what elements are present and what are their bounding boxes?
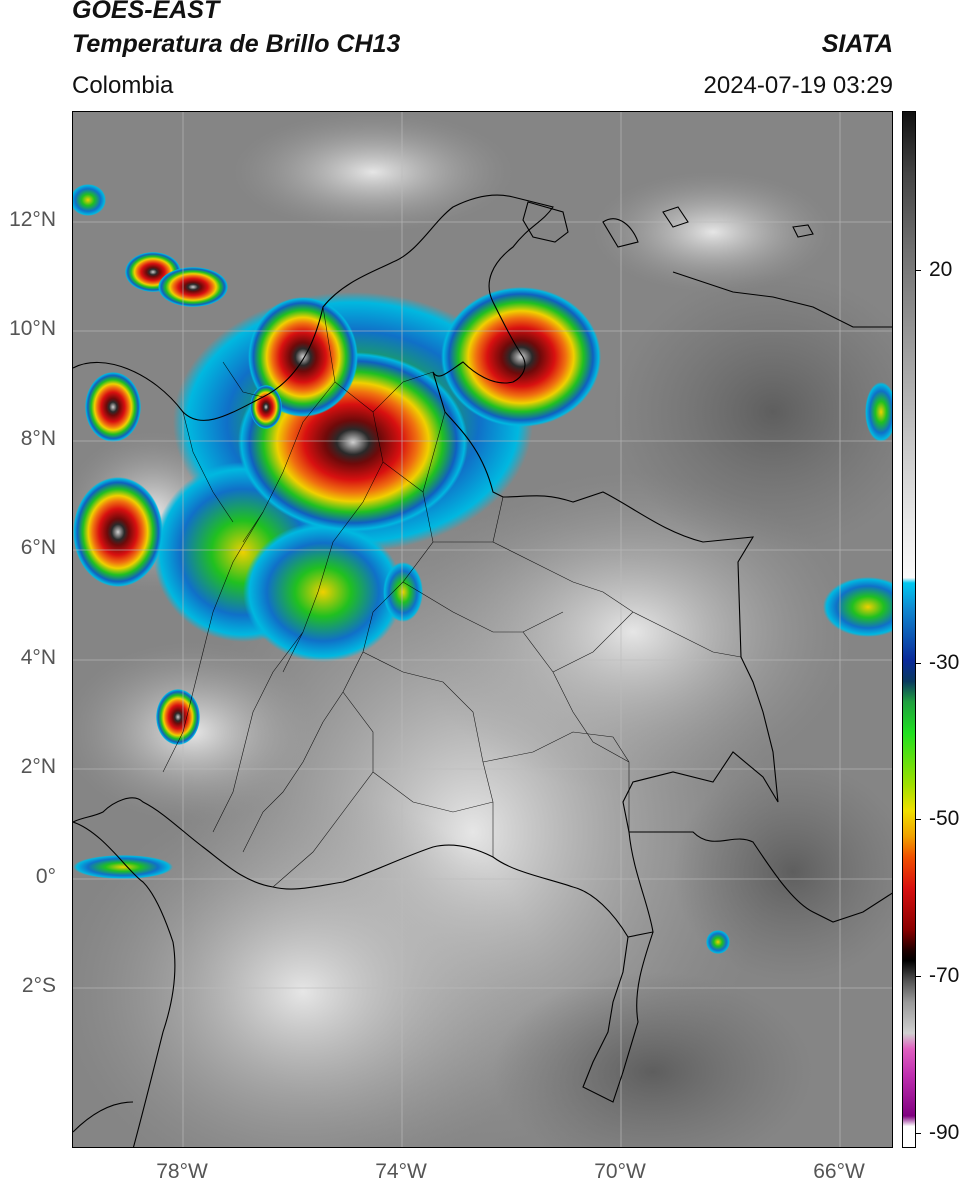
cold-cloud-area — [73, 792, 543, 1147]
warm-cloud-area — [613, 272, 892, 552]
lon-label: 78°W — [156, 1160, 208, 1183]
colorbar-tick — [916, 976, 921, 977]
storm-cell — [158, 267, 228, 307]
storm-cell — [73, 477, 163, 587]
satellite-map[interactable] — [72, 111, 893, 1148]
cold-cloud-area — [413, 472, 853, 792]
lat-label: 2°N — [20, 755, 56, 778]
lon-label: 66°W — [813, 1160, 865, 1183]
region-label: Colombia — [72, 72, 174, 99]
satellite-name: GOES-EAST — [72, 0, 220, 24]
colorbar-label: -30 — [929, 651, 960, 674]
storm-cell — [865, 382, 892, 442]
lat-label: 10°N — [9, 317, 56, 340]
storm-cell — [73, 855, 173, 879]
storm-cell — [73, 184, 106, 216]
colorbar-label: -90 — [929, 1121, 960, 1144]
colorbar-label: 20 — [929, 258, 953, 281]
map-canvas — [73, 112, 892, 1147]
lat-label: 0° — [35, 865, 56, 888]
storm-cell — [383, 562, 423, 622]
colorbar-tick — [916, 819, 921, 820]
graticule — [73, 112, 892, 1147]
cold-cloud-area — [593, 172, 833, 292]
storm-cell — [250, 385, 282, 429]
lat-label: 12°N — [9, 208, 56, 231]
storm-cell — [248, 297, 358, 417]
lat-label: 4°N — [20, 646, 56, 669]
warm-cloud-area — [493, 972, 813, 1147]
lon-label: 70°W — [594, 1160, 646, 1183]
cold-cloud-area — [233, 112, 513, 232]
storm-cell — [85, 372, 141, 442]
colorbar-label: -50 — [929, 807, 960, 830]
storm-cell — [156, 689, 200, 745]
colorbar-tick — [916, 1133, 921, 1134]
colorbar-label: -70 — [929, 964, 960, 987]
colorbar-tick — [916, 663, 921, 664]
warm-cloud-area — [673, 762, 892, 982]
organization-label: SIATA — [821, 30, 893, 58]
lat-label: 6°N — [20, 536, 56, 559]
department-borders — [162, 306, 742, 888]
storm-cell — [441, 287, 601, 427]
colorbar-tick — [916, 270, 921, 271]
cold-cloud-area — [73, 642, 323, 822]
timestamp-label: 2024-07-19 03:29 — [703, 72, 894, 99]
temperature-colorbar — [902, 111, 916, 1148]
lon-label: 74°W — [375, 1160, 427, 1183]
lat-label: 8°N — [20, 427, 56, 450]
lat-label: 2°S — [21, 974, 56, 997]
storm-cell — [243, 522, 403, 662]
storm-cell — [706, 930, 730, 954]
product-title: Temperatura de Brillo CH13 — [72, 30, 401, 58]
country-borders — [73, 194, 892, 1147]
